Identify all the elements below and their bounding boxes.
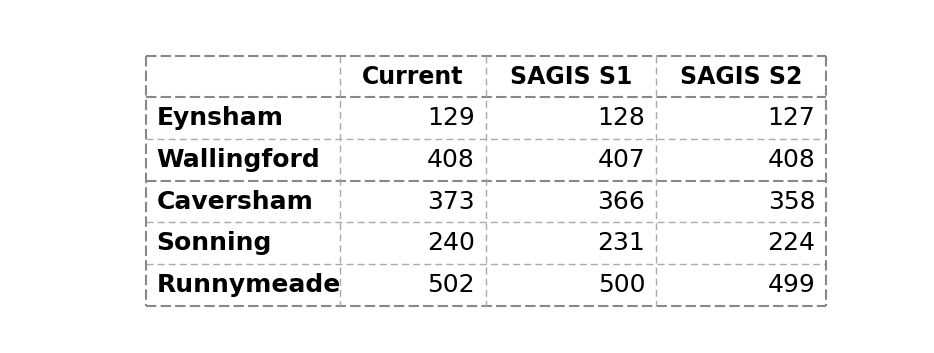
Text: 358: 358 xyxy=(768,190,815,214)
Text: 408: 408 xyxy=(427,148,475,172)
Text: 373: 373 xyxy=(428,190,475,214)
Bar xyxy=(146,97,340,139)
Bar xyxy=(340,222,486,264)
Text: Sonning: Sonning xyxy=(157,231,272,255)
Text: SAGIS S2: SAGIS S2 xyxy=(680,65,802,89)
Text: 128: 128 xyxy=(597,106,645,130)
Text: Current: Current xyxy=(362,65,463,89)
Text: 231: 231 xyxy=(598,231,645,255)
Bar xyxy=(486,181,656,222)
Bar xyxy=(146,56,340,97)
Text: Caversham: Caversham xyxy=(157,190,314,214)
Text: 127: 127 xyxy=(768,106,815,130)
Bar xyxy=(656,97,826,139)
Bar xyxy=(486,222,656,264)
Text: 240: 240 xyxy=(427,231,475,255)
Bar xyxy=(486,97,656,139)
Bar xyxy=(146,264,340,306)
Text: 408: 408 xyxy=(768,148,815,172)
Text: 366: 366 xyxy=(597,190,645,214)
Bar xyxy=(656,222,826,264)
Text: 502: 502 xyxy=(428,273,475,297)
Bar xyxy=(340,264,486,306)
Bar xyxy=(146,139,340,181)
Bar xyxy=(146,222,340,264)
Bar xyxy=(486,56,656,97)
Bar xyxy=(656,181,826,222)
Text: Runnymeade: Runnymeade xyxy=(157,273,341,297)
Text: SAGIS S1: SAGIS S1 xyxy=(510,65,632,89)
Bar xyxy=(340,56,486,97)
Text: Eynsham: Eynsham xyxy=(157,106,284,130)
Bar xyxy=(340,181,486,222)
Text: 407: 407 xyxy=(598,148,645,172)
Text: 224: 224 xyxy=(767,231,815,255)
Text: 499: 499 xyxy=(768,273,815,297)
Text: 500: 500 xyxy=(598,273,645,297)
Bar xyxy=(656,139,826,181)
Bar xyxy=(486,264,656,306)
Bar xyxy=(486,139,656,181)
Bar xyxy=(656,56,826,97)
Bar xyxy=(656,264,826,306)
Text: 129: 129 xyxy=(428,106,475,130)
Bar xyxy=(340,139,486,181)
Bar xyxy=(340,97,486,139)
Text: Wallingford: Wallingford xyxy=(157,148,320,172)
Bar xyxy=(146,181,340,222)
